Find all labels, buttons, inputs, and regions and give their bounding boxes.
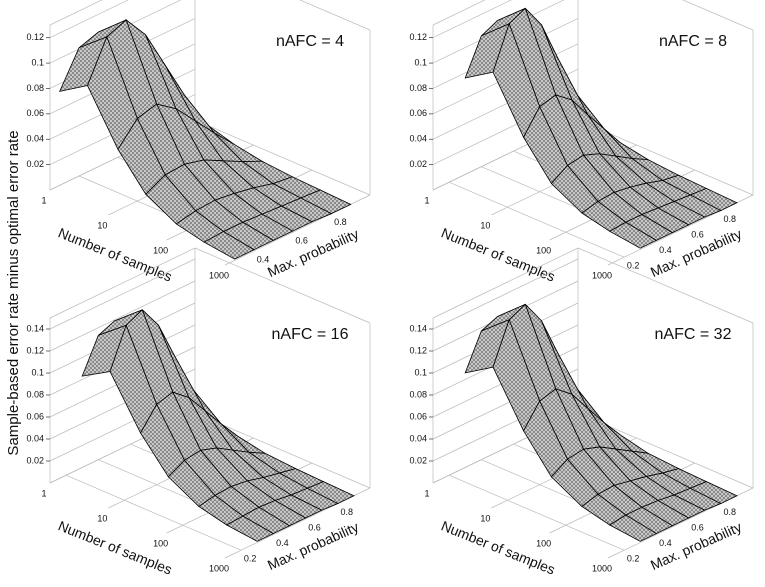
surface-face (203, 231, 255, 260)
y-tick-label: 0.8 (341, 507, 354, 517)
y-tick-label: 0.8 (334, 217, 347, 227)
y-tick-label: 0.4 (659, 245, 672, 255)
x-tick-label: 100 (536, 538, 551, 548)
z-tick-label: 0.06 (26, 108, 44, 118)
z-tick-label: 0.02 (26, 455, 44, 465)
surface-face (608, 514, 658, 542)
z-tick-label: 0.1 (414, 367, 427, 377)
z-tick-label: 0.12 (409, 32, 427, 42)
y-tick-label: 0.4 (659, 538, 672, 548)
z-tick-label: 0.04 (26, 433, 44, 443)
z-tick-label: 0.02 (409, 159, 427, 169)
grid-line (49, 0, 129, 39)
y-tick-label: 0.2 (244, 554, 257, 564)
x-tick-label: 1000 (592, 270, 612, 280)
z-tick-label: 0.12 (26, 32, 44, 42)
grid-line (432, 258, 579, 330)
x-tick-label: 10 (97, 513, 107, 523)
grid-line (432, 0, 512, 39)
z-tick-label: 0.08 (409, 83, 427, 93)
grid-line (49, 280, 196, 352)
y-tick-label: 0.2 (627, 261, 640, 271)
panel: 0.02 0.04 0.06 0.08 0.1 0.12 1 10 100 1000 0.4 0.6 0… (26, 0, 371, 285)
z-tick-label: 0.14 (409, 323, 427, 333)
axis-box (577, 247, 754, 324)
grid-line (65, 474, 242, 551)
axis-box (49, 247, 196, 319)
panel: 0.02 0.04 0.06 0.08 0.1 0.12 0.14 1 10 100 1000 0.2… (409, 247, 754, 578)
x-tick-label: 1 (424, 195, 429, 205)
x-tick-label: 10 (480, 513, 490, 523)
z-tick-label: 0.1 (414, 57, 427, 67)
z-tick-label: 0.06 (409, 411, 427, 421)
x-tick-label: 10 (97, 220, 107, 230)
y-tick-label: 0.6 (308, 522, 321, 532)
grid-line (49, 258, 196, 330)
surface-face (608, 221, 658, 249)
x-tick-label: 1000 (209, 270, 229, 280)
z-tick-label: 0.1 (31, 367, 44, 377)
z-tick-label: 0.12 (409, 345, 427, 355)
z-tick-label: 0.1 (31, 57, 44, 67)
z-tick-label: 0.06 (26, 411, 44, 421)
y-tick-label: 0.4 (276, 538, 289, 548)
x-tick-label: 1000 (592, 563, 612, 573)
axis-box (432, 247, 579, 319)
z-tick-label: 0.04 (26, 134, 44, 144)
x-tick-label: 100 (153, 245, 168, 255)
axis-box (194, 119, 371, 196)
axis-box (194, 412, 371, 489)
y-tick-label: 0.8 (724, 507, 737, 517)
z-tick-label: 0.02 (409, 455, 427, 465)
x-tick-label: 100 (153, 538, 168, 548)
y-tick-label: 0.6 (295, 236, 308, 246)
panel: 0.02 0.04 0.06 0.08 0.1 0.12 0.14 1 10 100 1000 0.2… (26, 247, 371, 578)
y-tick-label: 0.8 (724, 214, 737, 224)
panel-title: nAFC = 32 (655, 326, 732, 343)
z-tick-label: 0.08 (26, 389, 44, 399)
z-tick-label: 0.04 (409, 134, 427, 144)
z-tick-label: 0.14 (26, 323, 44, 333)
z-tick-label: 0.06 (409, 108, 427, 118)
z-tick-label: 0.12 (26, 345, 44, 355)
axis-box (299, 0, 371, 31)
y-tick-label: 0.2 (627, 554, 640, 564)
z-axis-label: Sample-based error rate minus optimal er… (5, 130, 22, 455)
surface-face (225, 515, 275, 542)
panel-title: nAFC = 8 (659, 33, 727, 50)
y-tick-label: 0.4 (257, 254, 270, 264)
x-tick-label: 1 (41, 195, 46, 205)
axis-box (194, 247, 371, 324)
x-tick-label: 1 (424, 488, 429, 498)
y-tick-label: 0.6 (691, 522, 704, 532)
x-tick-label: 10 (480, 220, 490, 230)
panel: 0.02 0.04 0.06 0.08 0.1 0.12 1 10 100 1000 0.2 0.4 0… (409, 0, 754, 285)
grid-line (448, 181, 625, 258)
z-tick-label: 0.02 (26, 159, 44, 169)
axis-box (49, 0, 103, 26)
x-tick-label: 100 (536, 245, 551, 255)
z-tick-label: 0.08 (26, 83, 44, 93)
grid-line (448, 474, 625, 551)
z-tick-label: 0.04 (409, 433, 427, 443)
y-tick-label: 0.6 (691, 229, 704, 239)
axis-box (682, 0, 754, 31)
panel-title: nAFC = 4 (276, 33, 344, 50)
panel-title: nAFC = 16 (272, 326, 349, 343)
z-tick-label: 0.08 (409, 389, 427, 399)
x-tick-label: 1000 (209, 563, 229, 573)
x-tick-label: 1 (41, 488, 46, 498)
axis-box (432, 0, 486, 26)
